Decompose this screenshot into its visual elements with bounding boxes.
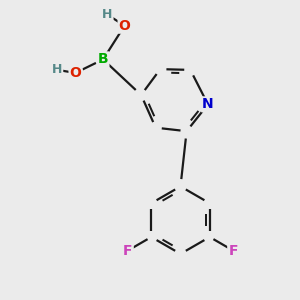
Text: F: F <box>228 244 238 257</box>
Text: N: N <box>202 98 214 111</box>
Text: B: B <box>98 52 108 66</box>
Text: F: F <box>123 244 133 257</box>
Text: O: O <box>70 66 81 80</box>
Text: H: H <box>52 63 62 76</box>
Text: O: O <box>118 19 130 33</box>
Text: H: H <box>102 8 112 21</box>
